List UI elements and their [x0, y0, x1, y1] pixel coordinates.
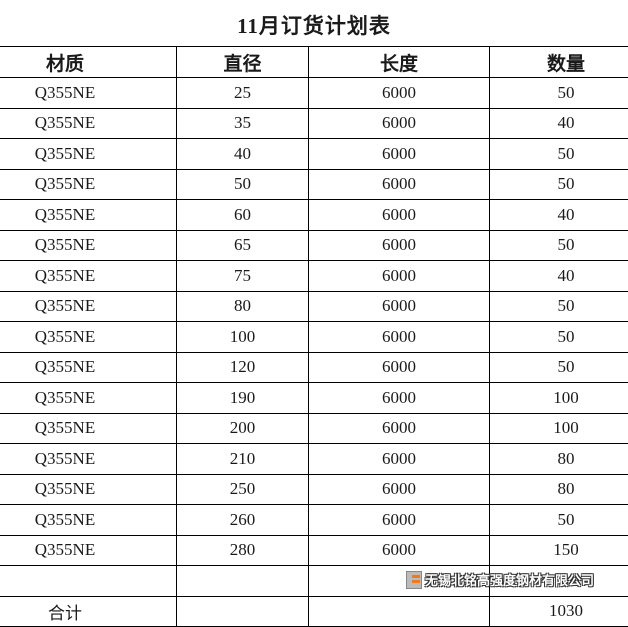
cell-quantity: 50: [490, 291, 628, 322]
cell-diameter: 280: [177, 535, 309, 566]
cell-diameter: 100: [177, 322, 309, 353]
cell-material: Q355NE: [0, 108, 177, 139]
cell-length: 6000: [309, 413, 490, 444]
cell-material: Q355NE: [0, 505, 177, 536]
cell-diameter: 250: [177, 474, 309, 505]
cell-material: Q355NE: [0, 291, 177, 322]
cell-length: 6000: [309, 474, 490, 505]
cell-material: Q355NE: [0, 352, 177, 383]
cell-length: 6000: [309, 383, 490, 414]
cell-diameter: 190: [177, 383, 309, 414]
cell-quantity: 40: [490, 261, 628, 292]
cell-length: 6000: [309, 261, 490, 292]
empty-cell: [309, 596, 490, 627]
cell-material: Q355NE: [0, 383, 177, 414]
cell-quantity: 50: [490, 322, 628, 353]
cell-quantity: 50: [490, 505, 628, 536]
cell-length: 6000: [309, 352, 490, 383]
header-material: 材质: [0, 47, 177, 78]
cell-quantity: 50: [490, 139, 628, 170]
cell-material: Q355NE: [0, 139, 177, 170]
cell-material: Q355NE: [0, 413, 177, 444]
cell-material: Q355NE: [0, 200, 177, 231]
cell-length: 6000: [309, 139, 490, 170]
cell-quantity: 50: [490, 169, 628, 200]
cell-diameter: 60: [177, 200, 309, 231]
cell-material: Q355NE: [0, 169, 177, 200]
cell-diameter: 35: [177, 108, 309, 139]
cell-diameter: 200: [177, 413, 309, 444]
cell-diameter: 80: [177, 291, 309, 322]
cell-length: 6000: [309, 444, 490, 475]
cell-material: Q355NE: [0, 78, 177, 109]
cell-diameter: 210: [177, 444, 309, 475]
cell-material: Q355NE: [0, 261, 177, 292]
header-length: 长度: [309, 47, 490, 78]
cell-quantity: 100: [490, 413, 628, 444]
header-row: 材质 直径 长度 数量: [0, 47, 628, 78]
cell-diameter: 120: [177, 352, 309, 383]
cell-quantity: 50: [490, 78, 628, 109]
header-quantity: 数量: [490, 47, 628, 78]
empty-cell: [177, 596, 309, 627]
cell-material: Q355NE: [0, 444, 177, 475]
cell-diameter: 65: [177, 230, 309, 261]
cell-length: 6000: [309, 108, 490, 139]
cell-quantity: 40: [490, 200, 628, 231]
cell-length: 6000: [309, 200, 490, 231]
cell-length: 6000: [309, 78, 490, 109]
cell-quantity: 50: [490, 352, 628, 383]
cell-length: 6000: [309, 322, 490, 353]
cell-material: Q355NE: [0, 322, 177, 353]
cell-quantity: 40: [490, 108, 628, 139]
empty-cell: [177, 566, 309, 597]
cell-quantity: 150: [490, 535, 628, 566]
cell-length: 6000: [309, 535, 490, 566]
cell-material: Q355NE: [0, 474, 177, 505]
cell-diameter: 75: [177, 261, 309, 292]
total-label: 合计: [0, 596, 177, 627]
cell-diameter: 260: [177, 505, 309, 536]
cell-quantity: 80: [490, 444, 628, 475]
empty-cell: [0, 566, 177, 597]
cell-material: Q355NE: [0, 230, 177, 261]
cell-length: 6000: [309, 230, 490, 261]
cell-length: 6000: [309, 505, 490, 536]
cell-material: Q355NE: [0, 535, 177, 566]
cell-quantity: 50: [490, 230, 628, 261]
cell-length: 6000: [309, 291, 490, 322]
cell-quantity: 80: [490, 474, 628, 505]
watermark-text: 无锡北铭高强度钢材有限公司: [425, 570, 594, 589]
header-diameter: 直径: [177, 47, 309, 78]
watermark: 无锡北铭高强度钢材有限公司: [406, 570, 594, 589]
cell-quantity: 100: [490, 383, 628, 414]
total-row: 合计 1030: [0, 596, 628, 627]
cell-diameter: 40: [177, 139, 309, 170]
cell-length: 6000: [309, 169, 490, 200]
company-logo-icon: [406, 571, 422, 589]
cell-diameter: 50: [177, 169, 309, 200]
total-value: 1030: [490, 596, 628, 627]
cell-diameter: 25: [177, 78, 309, 109]
sheet-title: 11月订货计划表: [0, 10, 628, 40]
